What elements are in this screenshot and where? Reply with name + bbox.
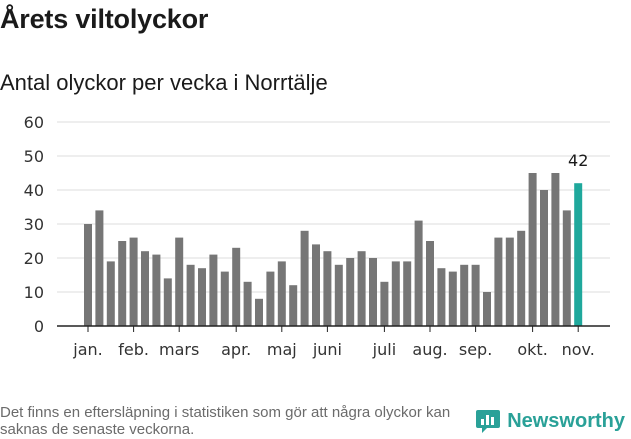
- y-tick-label: 0: [34, 317, 44, 336]
- bar: [357, 251, 366, 326]
- bar: [186, 264, 195, 326]
- data-label: 42: [568, 151, 588, 170]
- bar: [494, 237, 503, 326]
- bar: [232, 247, 241, 326]
- bar: [391, 261, 400, 326]
- bar: [334, 264, 343, 326]
- x-tick-label: jan.: [72, 340, 102, 359]
- bar: [574, 183, 583, 326]
- bar: [106, 261, 115, 326]
- bar: [380, 281, 389, 326]
- bar: [255, 298, 263, 326]
- bar: [266, 271, 275, 326]
- x-tick-label: okt.: [517, 340, 547, 359]
- y-tick-label: 20: [24, 249, 44, 268]
- brand-logo: Newsworthy: [475, 408, 625, 434]
- footnote: Det finns en eftersläpning i statistiken…: [0, 404, 451, 438]
- brand-name: Newsworthy: [507, 409, 625, 432]
- bar: [289, 285, 298, 326]
- bar: [175, 237, 184, 326]
- y-tick-label: 10: [24, 283, 44, 302]
- bar: [426, 241, 434, 326]
- bar: [152, 254, 161, 326]
- x-tick-label: mars: [159, 340, 199, 359]
- bar: [312, 244, 320, 326]
- bar: [84, 224, 92, 326]
- bar: [562, 210, 571, 326]
- bar-chart: 0 10 20 30 40 50 60 jan. feb. mars apr. maj juni juli…: [24, 113, 610, 359]
- bar: [141, 251, 149, 326]
- bar: [346, 258, 355, 326]
- bar: [323, 251, 332, 326]
- x-tick-label: sep.: [459, 340, 492, 359]
- x-tick-label: apr.: [221, 340, 251, 359]
- x-tick-label: juli: [372, 340, 396, 359]
- bar: [277, 261, 286, 326]
- bar: [437, 268, 446, 326]
- bar: [129, 237, 138, 326]
- bar: [198, 268, 206, 326]
- bar: [220, 271, 229, 326]
- bar: [505, 237, 514, 326]
- bar: [414, 220, 423, 326]
- y-tick-label: 30: [24, 215, 44, 234]
- bar: [95, 210, 104, 326]
- bar: [163, 278, 172, 326]
- bar: [403, 261, 412, 326]
- x-tick-label: aug.: [412, 340, 447, 359]
- bar: [118, 241, 127, 326]
- x-tick-label: feb.: [118, 340, 149, 359]
- bar: [300, 230, 309, 326]
- bar: [517, 230, 526, 326]
- y-tick-label: 40: [24, 181, 44, 200]
- bar: [460, 264, 469, 326]
- x-tick-label: nov.: [562, 340, 595, 359]
- bar: [471, 264, 480, 326]
- y-tick-label: 60: [24, 113, 44, 132]
- bar: [448, 271, 457, 326]
- chart-title: Årets viltolyckor: [0, 4, 209, 34]
- bar: [243, 281, 252, 326]
- bar: [551, 173, 560, 326]
- chart-subtitle: Antal olyckor per vecka i Norrtälje: [0, 70, 328, 95]
- bar: [209, 254, 218, 326]
- x-tick-label: juni: [312, 340, 342, 359]
- x-tick-label: maj: [267, 340, 297, 359]
- bar: [369, 258, 377, 326]
- newsworthy-logo-icon: [476, 410, 501, 433]
- bar: [540, 190, 548, 326]
- bar: [528, 173, 537, 326]
- bar: [483, 292, 491, 326]
- y-tick-label: 50: [24, 147, 44, 166]
